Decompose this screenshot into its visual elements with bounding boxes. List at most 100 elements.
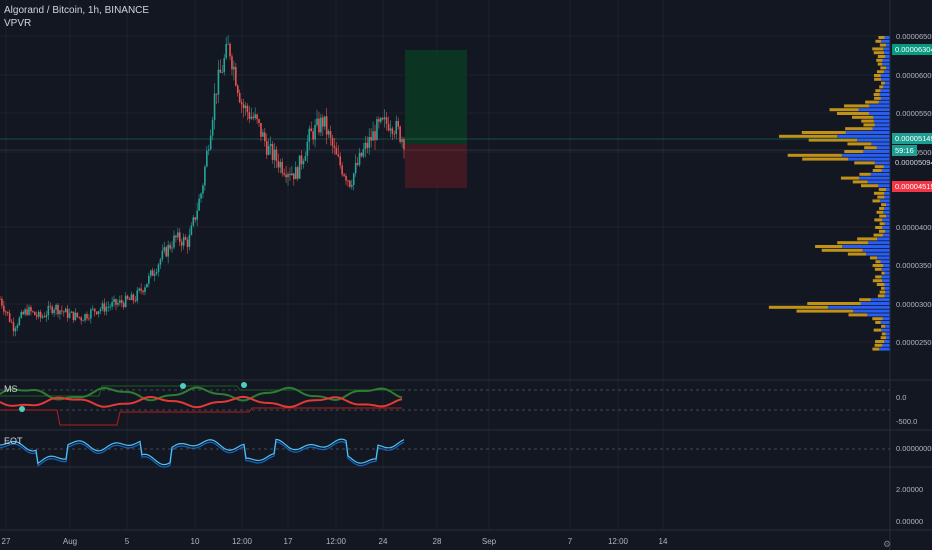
- candle-body: [59, 310, 61, 315]
- vp-bar-down: [801, 131, 846, 134]
- vp-bar-up: [884, 294, 890, 298]
- candle-body: [55, 304, 57, 310]
- candle-body: [134, 300, 137, 302]
- candle-body: [267, 146, 270, 155]
- candle-body: [124, 295, 127, 307]
- vp-bar-down: [873, 191, 885, 195]
- time-tick-label: 10: [191, 537, 200, 546]
- vp-bar-up: [873, 119, 890, 123]
- vp-bar-up: [880, 74, 890, 77]
- candle-body: [381, 118, 384, 120]
- vp-bar-up: [885, 336, 890, 340]
- candle-body: [61, 310, 63, 312]
- candle-body: [310, 128, 313, 132]
- candle-body: [142, 290, 144, 293]
- candle-body: [281, 161, 284, 174]
- candle-body: [285, 174, 287, 178]
- gear-icon[interactable]: ⚙: [882, 539, 892, 549]
- candle-body: [3, 305, 5, 312]
- candle-body: [180, 241, 183, 246]
- ms-label[interactable]: MS: [4, 384, 18, 394]
- vp-bar-down: [872, 169, 882, 172]
- position-target-zone[interactable]: [405, 50, 467, 144]
- vp-bar-up: [884, 271, 890, 275]
- vp-bar-up: [883, 47, 890, 51]
- vp-bar-up: [881, 275, 890, 279]
- candle-body: [115, 299, 117, 305]
- candle-body: [186, 239, 189, 247]
- lower-tick-label: 2.00000: [896, 485, 923, 494]
- vp-bar-down: [840, 176, 860, 180]
- vpvr-label[interactable]: VPVR: [4, 18, 32, 29]
- long-position-tool[interactable]: [405, 50, 467, 188]
- position-stop-zone[interactable]: [405, 144, 467, 188]
- candle-series: [0, 35, 405, 337]
- ms-signal-dot: [19, 406, 25, 412]
- time-tick-label: 24: [379, 537, 388, 546]
- vp-bar-up: [866, 252, 890, 256]
- vp-bar-down: [847, 142, 872, 146]
- candle-body: [399, 126, 401, 142]
- symbol-title[interactable]: Algorand / Bitcoin, 1h, BINANCE: [4, 5, 150, 16]
- vp-bar-down: [844, 104, 870, 108]
- candle-body: [184, 237, 187, 240]
- vp-bar-up: [885, 229, 890, 233]
- vp-bar-down: [878, 36, 885, 39]
- vp-bar-up: [884, 286, 890, 290]
- vp-bar-up: [884, 36, 890, 39]
- candle-body: [362, 149, 365, 157]
- candle-body: [32, 311, 34, 313]
- candle-body: [194, 217, 197, 220]
- time-tick-label: 17: [284, 537, 293, 546]
- candle-body: [235, 66, 237, 86]
- vp-bar-up: [872, 127, 890, 131]
- vp-bar-down: [863, 123, 875, 127]
- vp-bar-up: [880, 89, 890, 93]
- vp-bar-down: [821, 248, 863, 252]
- price-tick-label: 0.00002500: [896, 338, 932, 347]
- vp-bar-down: [808, 138, 858, 142]
- vp-bar-down: [865, 100, 879, 104]
- eot-label[interactable]: EOT: [4, 436, 23, 446]
- candle-body: [242, 104, 245, 109]
- candle-body: [10, 321, 13, 323]
- vp-bar-up: [877, 237, 890, 241]
- price-axis[interactable]: 0.000065000.000060000.000055000.00005000…: [896, 32, 932, 526]
- ms-red-line: [0, 395, 403, 409]
- vp-bar-down: [875, 260, 881, 264]
- candle-body: [128, 298, 131, 300]
- candle-body: [233, 66, 235, 70]
- candle-body: [221, 72, 224, 73]
- candle-body: [260, 122, 262, 137]
- vp-bar-up: [880, 260, 890, 264]
- candle-body: [403, 139, 405, 150]
- vp-bar-down: [874, 267, 882, 271]
- vp-bar-down: [848, 313, 868, 317]
- candle-body: [254, 114, 256, 119]
- candle-body: [341, 165, 343, 175]
- candle-body: [140, 288, 142, 291]
- candle-body: [393, 133, 396, 135]
- vp-bar-up: [886, 66, 890, 70]
- vp-bar-up: [886, 203, 890, 207]
- candle-body: [323, 116, 326, 127]
- vp-bar-up: [870, 172, 890, 176]
- vp-bar-up: [881, 39, 890, 43]
- candle-body: [327, 131, 330, 135]
- candle-body: [206, 150, 208, 167]
- candle-body: [293, 173, 295, 180]
- ms-green-step: [0, 385, 402, 397]
- ms-signal-dot: [241, 382, 247, 388]
- candle-body: [99, 309, 102, 312]
- candle-body: [182, 237, 185, 246]
- vp-bar-up: [881, 328, 890, 332]
- ms-tick-label: 0.0: [896, 393, 906, 402]
- vp-bar-up: [885, 332, 890, 336]
- candle-body: [300, 155, 303, 165]
- time-axis[interactable]: 27 Aug 5 10 12:00 17 12:00 24 28 Sep 7 12:00 14: [2, 537, 668, 546]
- vp-bar-down: [879, 43, 886, 47]
- ms-signal-dot: [180, 383, 186, 389]
- candle-body: [298, 155, 301, 179]
